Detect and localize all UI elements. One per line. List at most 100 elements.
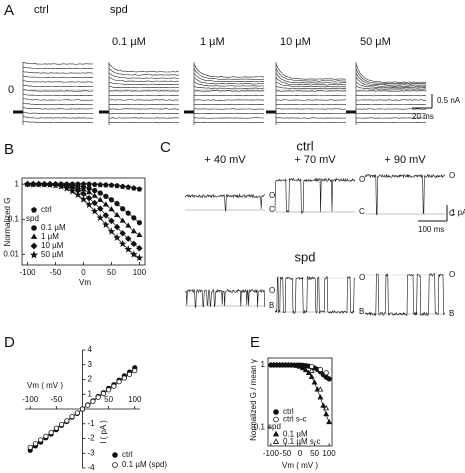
current-trace [355, 77, 427, 87]
current-trace [275, 81, 347, 88]
legend-marker [272, 430, 280, 437]
legend-label: 50 µM [41, 250, 64, 259]
legend-marker [112, 452, 118, 458]
voltage-label: + 90 mV [384, 154, 426, 166]
voltage-label: + 40 mV [204, 154, 246, 166]
marker [108, 182, 115, 188]
current-trace [108, 108, 180, 110]
legend-marker [272, 438, 280, 444]
channel-trace [274, 275, 356, 315]
current-trace [108, 117, 180, 119]
marker [97, 205, 104, 212]
state-label: O [359, 273, 365, 282]
marker [74, 410, 80, 416]
y-tick-label: 3 [88, 360, 93, 369]
y-tick-label: 2 [88, 375, 93, 384]
current-trace [193, 77, 265, 85]
current-trace [275, 112, 347, 115]
y-tick-label: 1 [261, 360, 266, 369]
marker [125, 222, 132, 228]
marker [43, 433, 49, 439]
y-axis-label: I ( pA ) [99, 420, 108, 444]
y-tick-label: 0.01 [3, 250, 19, 259]
marker [130, 240, 138, 248]
x-tick-label: -50 [50, 268, 62, 277]
marker [91, 199, 98, 207]
y-tick-label: 1 [88, 389, 93, 398]
current-trace [275, 77, 347, 86]
current-trace [108, 121, 180, 124]
x-axis-label: Vm ( mV ) [282, 461, 318, 470]
marker [125, 210, 131, 216]
marker [119, 183, 126, 189]
marker [308, 373, 315, 379]
voltage-label: + 70 mV [294, 154, 336, 166]
state-label: O [359, 175, 365, 184]
zero-label: 0 [8, 84, 14, 96]
marker [32, 441, 39, 447]
current-trace [193, 90, 265, 92]
current-trace [193, 68, 265, 80]
marker [119, 217, 126, 223]
legend-label: 0.1 µM (spd) [122, 460, 167, 469]
state-label: B [359, 307, 364, 316]
x-tick-label: -50 [51, 395, 63, 404]
current-trace [275, 117, 347, 119]
marker [294, 362, 301, 368]
current-trace [355, 72, 427, 86]
legend-label: ctrl [122, 450, 133, 459]
marker [102, 220, 110, 228]
current-trace [193, 94, 265, 97]
legend-heading: spd [26, 214, 39, 223]
marker [107, 227, 116, 235]
y-tick-label: -4 [88, 463, 96, 472]
legend-label: ctrl s-c [283, 415, 307, 424]
legend-marker [31, 206, 37, 213]
marker [308, 367, 315, 373]
marker [108, 206, 115, 212]
marker [27, 444, 33, 450]
current-trace [355, 94, 427, 97]
panel-label: D [4, 334, 15, 351]
marker [131, 185, 137, 191]
x-axis-label: Vm ( mV ) [27, 381, 63, 390]
marker [57, 182, 65, 190]
x-tick-label: -100 [20, 268, 37, 277]
current-trace [193, 64, 265, 78]
current-trace [108, 86, 180, 89]
marker [323, 405, 330, 411]
marker [113, 223, 121, 231]
current-trace [355, 117, 427, 119]
current-trace [275, 86, 347, 90]
marker [136, 186, 143, 192]
x-tick-label: 100 [133, 268, 147, 277]
x-tick-label: -100 [263, 449, 280, 458]
current-trace [22, 79, 94, 83]
marker [38, 437, 44, 443]
legend-label: 0.1 µM [41, 223, 66, 232]
legend-label: ctrl [283, 407, 294, 416]
marker [62, 184, 71, 192]
marker [125, 235, 132, 242]
current-trace [22, 116, 94, 119]
legend-label: 0.1 µM s-c [283, 437, 321, 446]
marker [136, 245, 143, 252]
marker [86, 189, 93, 195]
current-trace [275, 99, 347, 101]
channel-trace [184, 193, 265, 212]
condition-label: ctrl [34, 4, 49, 16]
marker [111, 383, 117, 389]
current-trace [22, 111, 94, 115]
channel-trace [364, 273, 446, 317]
marker [91, 181, 98, 187]
y-tick-label: -2 [88, 434, 96, 443]
marker [317, 366, 323, 373]
x-axis-label: Vm [79, 278, 91, 287]
marker [136, 220, 143, 226]
marker [29, 180, 37, 188]
marker [323, 370, 329, 376]
marker [69, 414, 75, 420]
current-trace [108, 94, 180, 97]
current-trace [355, 86, 427, 90]
state-label: C [449, 209, 455, 218]
